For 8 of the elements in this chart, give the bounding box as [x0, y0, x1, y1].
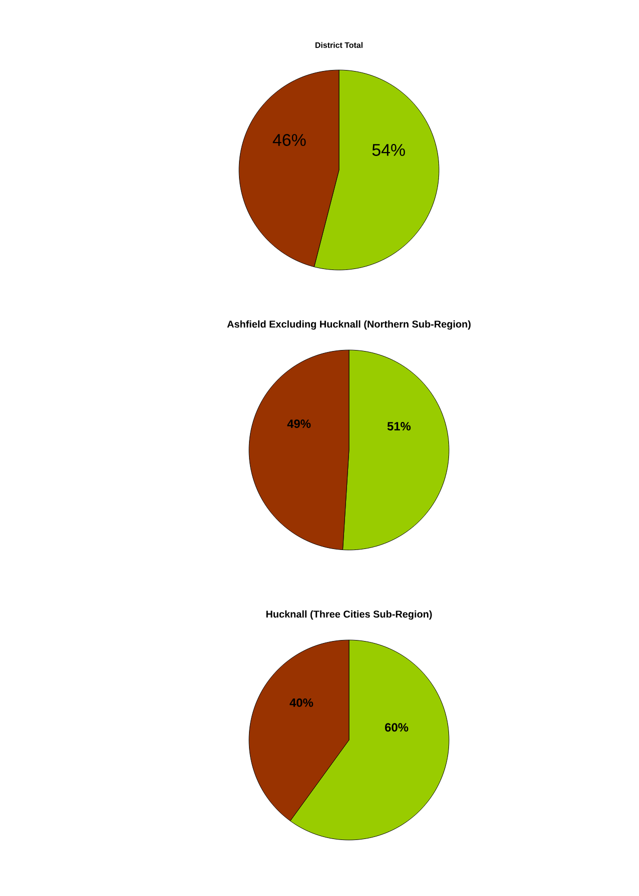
data-label: 40% [290, 698, 314, 707]
data-label: 46% [272, 134, 306, 146]
chart-title: Ashfield Excluding Hucknall (Northern Sub-Region) [227, 320, 471, 330]
chart-title: Hucknall (Three Cities Sub-Region) [266, 610, 432, 620]
data-label: 54% [372, 144, 405, 156]
data-label: 60% [385, 723, 408, 732]
data-label: 51% [387, 422, 411, 430]
data-label: 49% [287, 420, 311, 428]
